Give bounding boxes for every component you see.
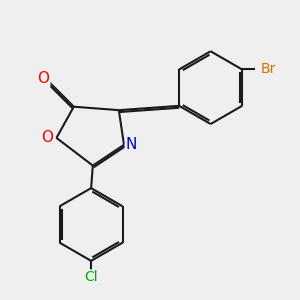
- Text: Br: Br: [260, 62, 275, 76]
- Text: O: O: [41, 130, 53, 146]
- Text: O: O: [37, 71, 49, 86]
- Text: Cl: Cl: [84, 271, 98, 284]
- Text: N: N: [126, 137, 137, 152]
